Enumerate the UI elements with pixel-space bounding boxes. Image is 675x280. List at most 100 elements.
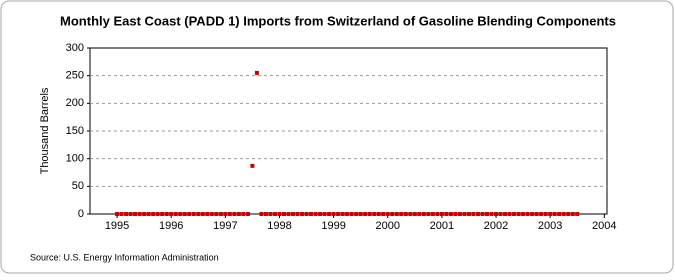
point [151,212,156,216]
y-tick-label: 150 [66,125,84,137]
point [236,212,241,216]
point [254,70,259,75]
point [322,212,327,216]
x-tick-label: 2002 [484,220,508,232]
point [345,212,350,216]
point [575,212,580,216]
point [548,212,553,216]
point [498,212,503,216]
x-tick-label: 2001 [430,220,454,232]
point [426,212,431,216]
point [376,212,381,216]
point [412,212,417,216]
point [494,212,499,216]
source: Source: U.S. Energy Information Administ… [30,252,219,262]
point [385,212,390,216]
point [304,212,309,216]
point [448,212,453,216]
point [142,212,147,216]
point [561,212,566,216]
y-tick-label: 300 [66,42,84,54]
point [209,212,214,216]
y-tick-label: 200 [66,97,84,109]
point [286,212,291,216]
frame [0,0,674,274]
point [205,212,210,216]
point [164,212,169,216]
point [349,212,354,216]
point [318,212,323,216]
point [466,212,471,216]
point [408,212,413,216]
point [200,212,205,216]
point [281,212,286,216]
point [272,212,277,216]
x-tick-label: 1997 [213,220,237,232]
point [187,212,192,216]
x-tick-label: 2003 [538,220,562,232]
point [277,212,282,216]
point [484,212,489,216]
x-tick-label: 1996 [159,220,183,232]
point [435,212,440,216]
point [300,212,305,216]
point [530,212,535,216]
point [214,212,219,216]
point [543,212,548,216]
point [232,212,237,216]
point [124,212,129,216]
point [259,212,264,216]
point [133,212,138,216]
point [444,212,449,216]
point [169,212,174,216]
point [137,212,142,216]
point [534,212,539,216]
point [196,212,201,216]
point [539,212,544,216]
point [309,212,314,216]
point [471,212,476,216]
point [155,212,160,216]
point [507,212,512,216]
point [268,212,273,216]
point [327,212,332,216]
point [115,212,120,216]
point [128,212,133,216]
point [119,212,124,216]
point [516,212,521,216]
point [178,212,183,216]
point [223,212,228,216]
y-axis-label: Thousand Barrels [39,87,51,174]
y-tick-label: 250 [66,70,84,82]
y-tick-label: 50 [72,180,84,192]
x-tick-label: 2000 [376,220,400,232]
point [381,212,386,216]
point [525,212,530,216]
point [263,212,268,216]
point [241,212,246,216]
point [475,212,480,216]
point [340,212,345,216]
x-tick-label: 1998 [267,220,291,232]
point [503,212,508,216]
point [430,212,435,216]
y-tick-label: 0 [78,208,84,220]
point [331,212,336,216]
point [354,212,359,216]
point [336,212,341,216]
point [417,212,422,216]
point [489,212,494,216]
point [291,212,296,216]
point [313,212,318,216]
chart-title: Monthly East Coast (PADD 1) Imports from… [60,13,616,28]
point [146,212,151,216]
point [358,212,363,216]
point [403,212,408,216]
point [399,212,404,216]
point [295,212,300,216]
point [218,212,223,216]
point [552,212,557,216]
point [372,212,377,216]
point [421,212,426,216]
x-tick-label: 1999 [321,220,345,232]
